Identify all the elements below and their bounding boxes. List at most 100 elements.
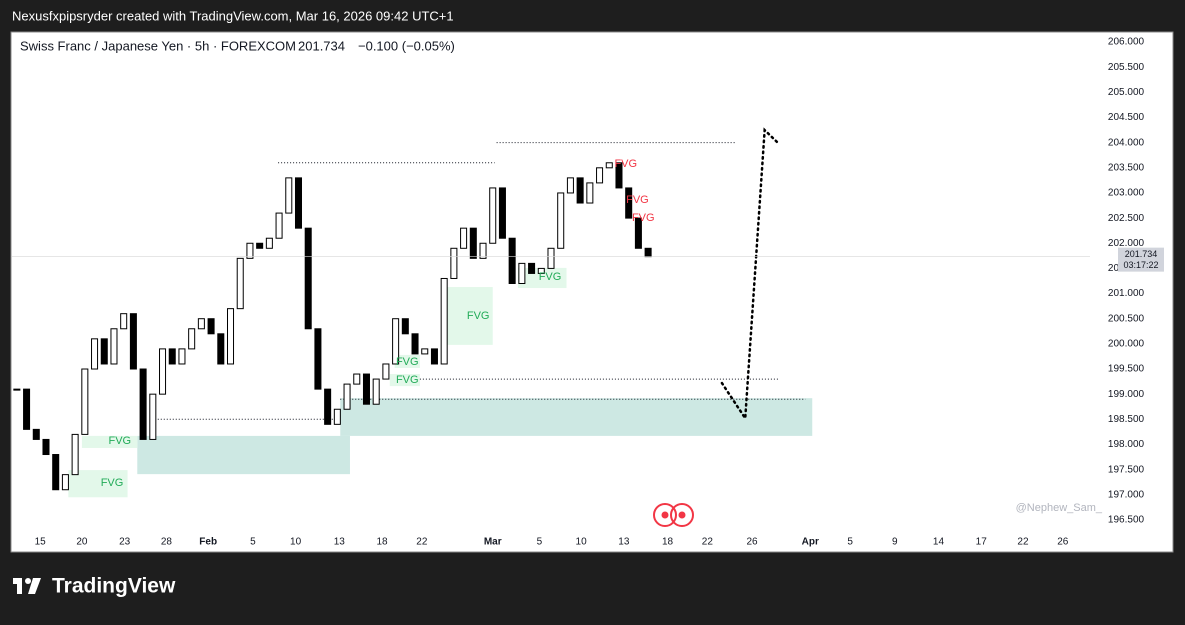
x-tick-label: 13 bbox=[618, 537, 630, 548]
fvg-zone bbox=[340, 398, 813, 436]
y-tick-label: 202.000 bbox=[1108, 238, 1145, 249]
candle bbox=[508, 237, 516, 284]
x-tick-label: 22 bbox=[416, 537, 428, 548]
x-tick-label: 9 bbox=[892, 537, 898, 548]
x-tick-label: 10 bbox=[290, 537, 302, 548]
fvg-zone bbox=[389, 374, 420, 387]
candle bbox=[120, 313, 128, 330]
x-tick-label: Feb bbox=[199, 537, 217, 548]
candle bbox=[460, 227, 468, 249]
last-price-tag bbox=[1118, 247, 1164, 272]
candle bbox=[42, 438, 50, 456]
price-change: −0.100 (−0.05%) bbox=[358, 38, 455, 53]
candle bbox=[644, 247, 652, 258]
candle bbox=[91, 338, 99, 370]
candle bbox=[372, 378, 380, 405]
candle bbox=[430, 348, 438, 365]
candle bbox=[450, 247, 458, 279]
candle bbox=[61, 474, 69, 491]
candle bbox=[557, 192, 565, 249]
candle bbox=[528, 262, 536, 274]
x-tick-label: 13 bbox=[334, 537, 346, 548]
y-tick-label: 198.000 bbox=[1108, 439, 1145, 450]
footer-logo: TradingView bbox=[52, 575, 176, 598]
logo-mark bbox=[28, 578, 41, 594]
candle bbox=[547, 247, 555, 269]
icon bbox=[661, 511, 669, 519]
fvg-label: FVG bbox=[614, 158, 637, 170]
candle bbox=[489, 187, 497, 244]
candle bbox=[81, 368, 89, 435]
fvg-zone bbox=[394, 354, 420, 369]
x-tick-label: 22 bbox=[1017, 537, 1029, 548]
watermark: @Nephew_Sam_ bbox=[1016, 502, 1103, 514]
candle bbox=[498, 187, 506, 239]
y-tick-label: 197.000 bbox=[1108, 489, 1145, 500]
x-tick-label: 22 bbox=[702, 537, 714, 548]
candle bbox=[605, 162, 613, 169]
y-tick-label: 203.500 bbox=[1108, 162, 1145, 173]
candle bbox=[13, 388, 21, 391]
candle bbox=[52, 454, 60, 491]
candle bbox=[246, 242, 254, 259]
candle bbox=[236, 257, 244, 310]
x-tick-label: Mar bbox=[484, 537, 502, 548]
candle bbox=[149, 393, 157, 440]
candle bbox=[256, 242, 264, 249]
candle bbox=[421, 348, 429, 355]
y-tick-label: 196.500 bbox=[1108, 515, 1145, 526]
fvg-zone bbox=[81, 435, 138, 448]
logo-mark bbox=[17, 578, 22, 594]
fvg-zone bbox=[137, 435, 350, 475]
y-tick-label: 205.500 bbox=[1108, 62, 1145, 73]
candle bbox=[304, 227, 312, 330]
y-tick-label: 204.000 bbox=[1108, 137, 1145, 148]
candle bbox=[217, 333, 225, 365]
candle bbox=[333, 408, 341, 425]
candle bbox=[285, 177, 293, 214]
candle bbox=[401, 318, 409, 335]
chart-title: Swiss Franc / Japanese Yen · 5h · FOREXC… bbox=[20, 38, 296, 53]
y-tick-label: 204.500 bbox=[1108, 112, 1145, 123]
fvg-label: FVG bbox=[626, 194, 649, 206]
candle bbox=[275, 212, 283, 239]
x-tick-label: 18 bbox=[376, 537, 388, 548]
candle bbox=[392, 318, 400, 365]
candle bbox=[440, 277, 448, 365]
projection-path bbox=[720, 127, 780, 423]
candle bbox=[586, 182, 594, 204]
x-tick-label: 10 bbox=[576, 537, 588, 548]
candle bbox=[411, 333, 419, 355]
candle bbox=[479, 242, 487, 259]
fvg-label: FVG bbox=[396, 356, 419, 368]
y-tick-label: 203.000 bbox=[1108, 188, 1145, 199]
y-tick-label: 199.000 bbox=[1108, 389, 1145, 400]
icon bbox=[653, 503, 677, 527]
candle bbox=[615, 162, 623, 189]
icon bbox=[678, 511, 686, 519]
candle bbox=[576, 177, 584, 204]
x-tick-label: 5 bbox=[537, 537, 543, 548]
candle bbox=[469, 227, 477, 259]
x-tick-label: 14 bbox=[933, 537, 945, 548]
candle bbox=[207, 318, 215, 335]
candle bbox=[197, 318, 205, 330]
fvg-label: FVG bbox=[467, 310, 490, 322]
y-tick-label: 199.500 bbox=[1108, 364, 1145, 375]
x-tick-label: 15 bbox=[35, 537, 47, 548]
x-tick-label: 20 bbox=[76, 537, 88, 548]
candle bbox=[23, 388, 31, 430]
candle bbox=[227, 308, 235, 365]
x-tick-label: 17 bbox=[976, 537, 988, 548]
fvg-zone bbox=[443, 287, 493, 345]
logo: TradingView bbox=[13, 575, 176, 598]
fvg-label: FVG bbox=[101, 477, 124, 489]
fvg-label: FVG bbox=[396, 374, 419, 386]
candle bbox=[314, 328, 322, 390]
y-tick-label: 202.500 bbox=[1108, 213, 1145, 224]
x-tick-label: 28 bbox=[161, 537, 173, 548]
candle bbox=[110, 328, 118, 365]
candle bbox=[353, 373, 361, 385]
candle bbox=[596, 167, 604, 184]
